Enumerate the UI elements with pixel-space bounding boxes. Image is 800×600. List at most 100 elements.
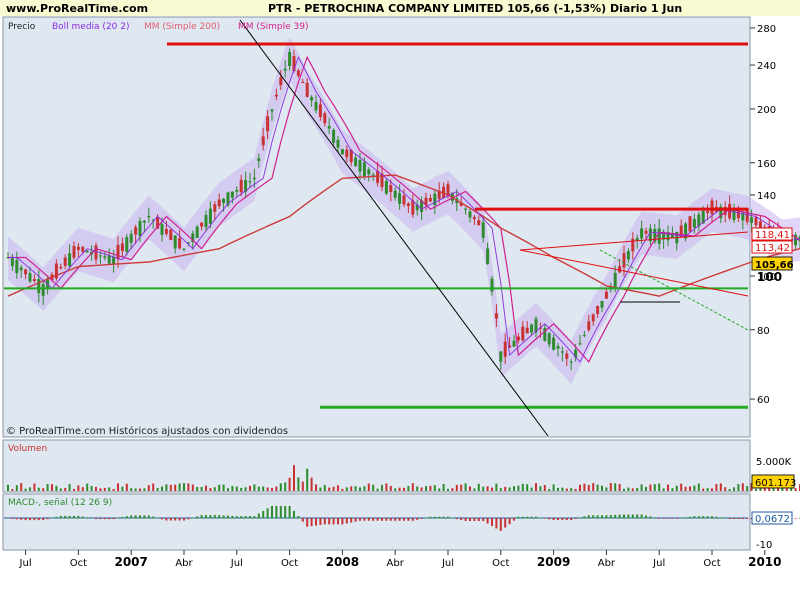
volume-bar <box>482 486 485 491</box>
macd-bar <box>249 516 251 519</box>
macd-bar <box>81 516 84 519</box>
x-tick-label: Oct <box>492 558 509 569</box>
macd-bar <box>609 515 612 519</box>
macd-bar <box>671 518 674 519</box>
y-tick-label: 100 <box>757 272 776 283</box>
volume-bar <box>398 487 401 491</box>
candle-body <box>648 228 652 242</box>
volume-bar <box>447 488 449 491</box>
volume-bar <box>117 483 119 491</box>
volume-bar <box>262 486 265 491</box>
volume-bar <box>623 488 625 491</box>
macd-bar <box>482 518 485 521</box>
volume-bar <box>570 488 573 491</box>
macd-bar <box>530 516 533 519</box>
candle-body <box>252 177 256 180</box>
candle-body <box>230 191 234 198</box>
macd-bar <box>319 518 322 525</box>
volume-bar <box>587 484 590 491</box>
volume-bar <box>636 487 639 491</box>
volume-bar <box>715 484 718 491</box>
volume-bar <box>7 484 9 491</box>
macd-bar <box>570 518 573 520</box>
candle-body <box>354 157 358 167</box>
macd-bar <box>640 514 643 519</box>
volume-bar <box>719 483 722 491</box>
volume-bar <box>746 486 749 491</box>
macd-bar <box>315 518 317 526</box>
volume-bar <box>618 483 621 491</box>
volume-bar <box>592 483 595 491</box>
macd-bar <box>381 518 383 521</box>
volume-bar <box>649 484 652 491</box>
value-label-last: 105,66 <box>755 260 794 271</box>
macd-bar <box>433 516 436 519</box>
volume-bar <box>579 484 581 491</box>
candle-body <box>587 321 591 331</box>
mm39-line <box>8 55 800 363</box>
volume-bar <box>407 485 410 491</box>
volume-bar <box>81 487 84 491</box>
volume-bar <box>508 487 511 491</box>
legend-price: Precio <box>8 22 36 32</box>
macd-bar <box>235 516 238 519</box>
macd-bar <box>7 518 9 519</box>
candle-body <box>547 333 551 345</box>
candle-body <box>279 77 283 86</box>
price-axis: 60 80 100 140 160 200 240 280 <box>750 24 776 406</box>
volume-bar <box>548 488 551 491</box>
volume-bar <box>95 486 97 491</box>
macd-bar <box>152 516 155 519</box>
volume-bar <box>697 483 700 491</box>
volume-bar <box>200 486 203 491</box>
volume-bar <box>240 487 243 491</box>
candle-body <box>156 216 160 229</box>
volume-bar <box>125 483 128 491</box>
macd-last-box <box>751 511 793 525</box>
volume-bar <box>337 485 339 491</box>
macd-bar <box>174 518 177 521</box>
volume-bar <box>372 484 375 491</box>
candle-body <box>543 328 547 341</box>
macd-bar <box>794 518 797 519</box>
macd-bar <box>689 516 691 519</box>
macd-bar <box>218 515 221 519</box>
candle-body <box>613 272 617 288</box>
macd-bar <box>675 518 678 519</box>
volume-bar <box>222 484 225 491</box>
volume-bar <box>491 487 493 491</box>
candle-body <box>266 116 270 132</box>
candle-body <box>560 351 564 353</box>
candle-body <box>406 203 410 207</box>
volume-bar <box>499 488 502 491</box>
volume-bar <box>763 488 766 491</box>
volume-bar <box>11 488 14 491</box>
volume-bar <box>227 488 229 491</box>
value-label-100: 100 <box>757 270 782 284</box>
volume-bar <box>425 486 427 491</box>
candle-body <box>323 113 327 124</box>
candle-body <box>134 227 138 235</box>
candle-body <box>112 257 116 265</box>
volume-bar <box>737 484 740 491</box>
macd-bar <box>275 506 278 519</box>
candle-body <box>37 279 41 294</box>
volume-bar <box>139 488 141 491</box>
macd-bar <box>262 510 265 519</box>
candle-body <box>318 104 322 117</box>
candle-body <box>208 208 212 224</box>
channel-line-fan <box>519 231 749 251</box>
y-tick-label: 240 <box>757 61 776 72</box>
macd-bar <box>420 518 423 519</box>
macd-bar <box>614 514 617 519</box>
volume-bar <box>350 486 353 491</box>
volume-bar <box>134 488 137 491</box>
macd-bar <box>548 518 551 520</box>
volume-bar <box>46 483 49 491</box>
macd-bar <box>297 516 300 519</box>
candle-body <box>494 313 498 319</box>
site-title[interactable]: www.ProRealTime.com <box>6 2 148 15</box>
x-tick-label: 2007 <box>114 555 147 569</box>
channel-line-upper <box>519 249 749 297</box>
volume-bar <box>420 487 423 491</box>
